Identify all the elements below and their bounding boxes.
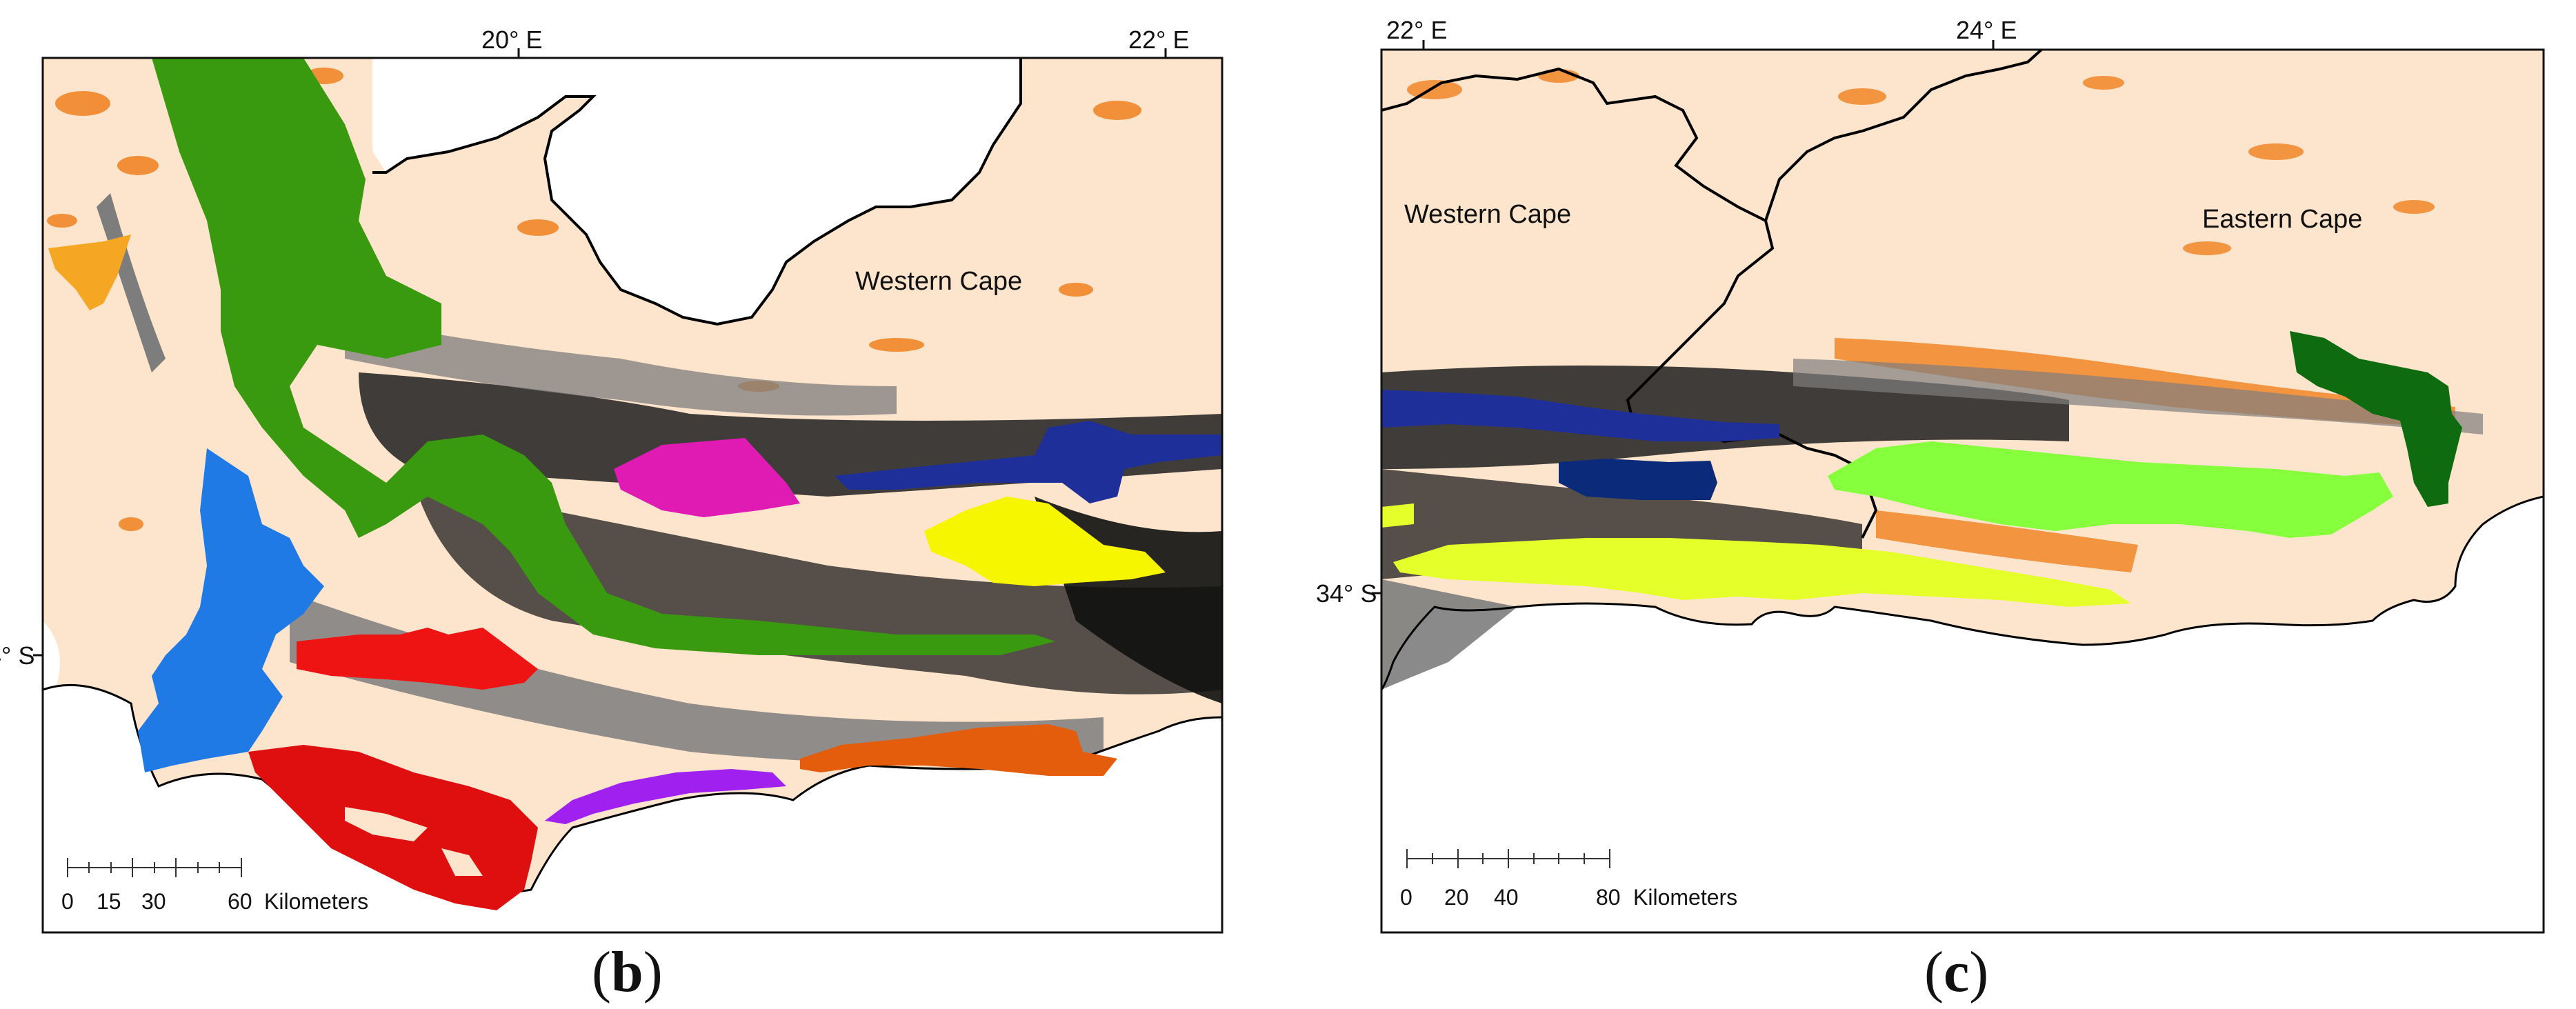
panel-c-coastline <box>1381 495 2544 690</box>
panel-label-b-open: ( <box>592 940 611 1004</box>
panel-c-lon-tick-1: 22° E <box>1386 16 1447 44</box>
panel-b-west-sea <box>43 621 60 690</box>
corridor-c-dark-blue <box>1559 459 1717 500</box>
corridor-navy <box>835 421 1222 503</box>
corridor-c-navy <box>1381 390 1779 441</box>
panel-b-region-label-western-cape: Western Cape <box>855 267 1022 296</box>
panel-b-scale-tick-60: 60 <box>228 889 252 914</box>
panel-c-scale-tick-80: 80 <box>1596 885 1621 910</box>
corridor-c-yellow-green <box>1393 538 2131 607</box>
panel-c-corridors <box>1381 331 2462 607</box>
panel-c-frame <box>1380 48 2545 934</box>
corridor-orange <box>800 724 1117 776</box>
panel-b-sea <box>43 685 1222 932</box>
panel-c-scale-bar: 0 20 40 80 Kilometers <box>1400 849 1737 910</box>
panel-b-outside-region <box>372 58 1021 324</box>
panel-c-region-label-eastern-cape: Eastern Cape <box>2202 205 2362 234</box>
panel-c-scale-unit: Kilometers <box>1633 885 1737 910</box>
panel-label-b-letter: b <box>610 940 643 1004</box>
panel-c-province-border-north <box>1764 50 2043 221</box>
panel-b-lat-tick: 34° S <box>0 641 34 670</box>
corridor-orange-small <box>48 234 131 310</box>
corridor-green <box>152 58 1055 655</box>
panel-b-scale-tick-30: 30 <box>141 889 166 914</box>
panel-b-lon-tick-1: 20° E <box>481 26 542 54</box>
corridor-red-mid <box>297 628 538 690</box>
corridor-c-yellow-green-small <box>1381 503 1414 528</box>
panel-b-scale-unit: Kilometers <box>264 889 368 914</box>
corridor-blue <box>138 448 324 772</box>
corridor-red-south-holes <box>345 807 483 876</box>
panel-label-c-letter: c <box>1943 940 1970 1004</box>
panel-b-province-border <box>372 58 1022 326</box>
panel-c-scale-tick-40: 40 <box>1494 885 1519 910</box>
panel-c-map <box>1381 50 2544 932</box>
corridor-yellow <box>924 497 1166 586</box>
panel-c-scale-tick-20: 20 <box>1444 885 1469 910</box>
panel-b-frame <box>41 57 1224 934</box>
corridor-c-light-green <box>1828 441 2393 538</box>
panel-b-map <box>43 58 1222 932</box>
corridor-purple <box>545 769 786 824</box>
panel-label-c-close: ) <box>1969 940 1989 1004</box>
panel-c-scale-tick-0: 0 <box>1400 885 1412 910</box>
panel-c-lon-tick-2: 24° E <box>1956 16 2017 44</box>
panel-b-scale-tick-15: 15 <box>97 889 121 914</box>
panel-label-c: (c) <box>1924 943 1988 1001</box>
panel-c-region-label-western-cape: Western Cape <box>1404 200 1571 229</box>
panel-b-scale-tick-0: 0 <box>61 889 74 914</box>
panel-b-scale-bar: 0 15 30 60 Kilometers <box>61 858 368 914</box>
corridor-magenta <box>614 438 800 517</box>
panel-b-corridors <box>48 58 1222 910</box>
panel-label-b: (b) <box>592 943 663 1001</box>
panel-b-lon-tick-2: 22° E <box>1128 26 1189 54</box>
panel-c-lat-tick: 34° S <box>1316 579 1377 608</box>
corridor-c-dark-green <box>2290 331 2462 507</box>
panel-label-c-open: ( <box>1924 940 1944 1004</box>
panel-label-b-close: ) <box>643 940 663 1004</box>
panel-c-province-border <box>1381 67 1878 539</box>
